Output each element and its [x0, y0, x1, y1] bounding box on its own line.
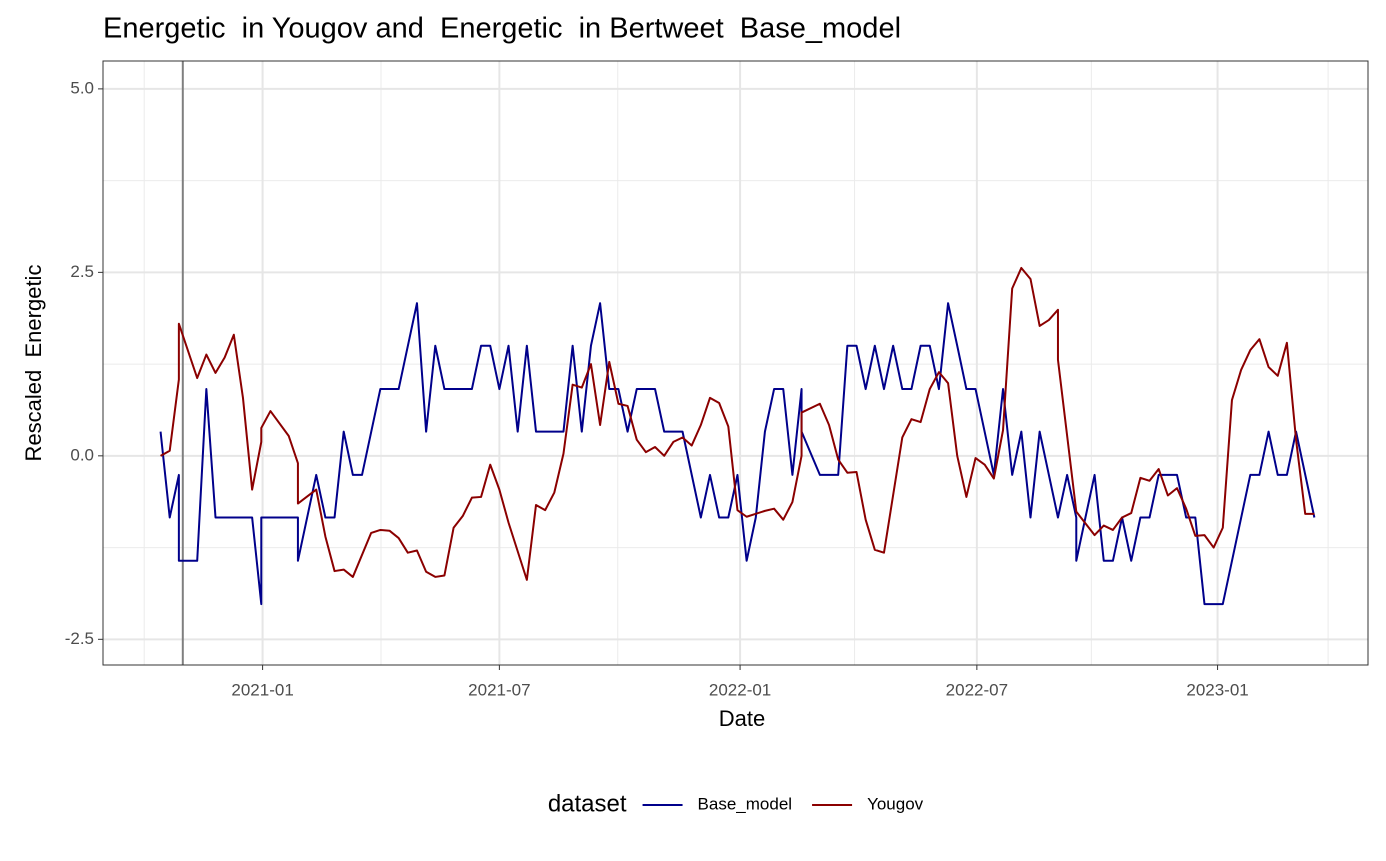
x-tick-label: 2023-01 — [1186, 680, 1248, 699]
y-tick-label: -2.5 — [65, 629, 94, 648]
legend-label: Base_model — [698, 794, 793, 813]
y-tick-label: 2.5 — [70, 262, 94, 281]
data-line — [160, 266, 1315, 581]
x-tick-label: 2022-07 — [946, 680, 1008, 699]
x-tick-label: 2021-07 — [468, 680, 530, 699]
x-tick-label: 2022-01 — [709, 680, 771, 699]
y-tick-label: 5.0 — [70, 78, 94, 97]
x-tick-label: 2021-01 — [231, 680, 293, 699]
legend-label: Yougov — [867, 794, 924, 813]
legend-title: dataset — [548, 790, 627, 817]
legend: dataset Base_model Yougov — [548, 790, 924, 817]
chart-title: Energetic in Yougov and Energetic in Ber… — [103, 13, 901, 45]
y-tick-label: 0.0 — [70, 445, 94, 464]
plot-border — [102, 60, 1369, 666]
y-axis-label: Rescaled Energetic — [21, 265, 46, 462]
plot-panel — [103, 61, 1368, 665]
data-line — [159, 302, 1316, 606]
x-axis-label: Date — [719, 706, 765, 731]
